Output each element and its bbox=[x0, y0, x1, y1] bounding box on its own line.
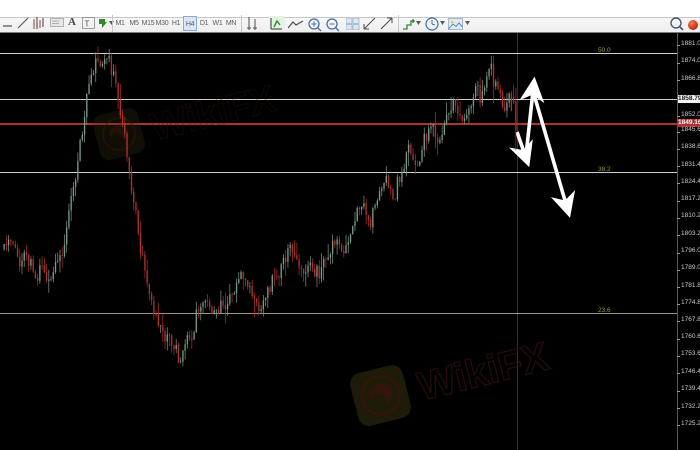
svg-text:T: T bbox=[85, 20, 90, 29]
